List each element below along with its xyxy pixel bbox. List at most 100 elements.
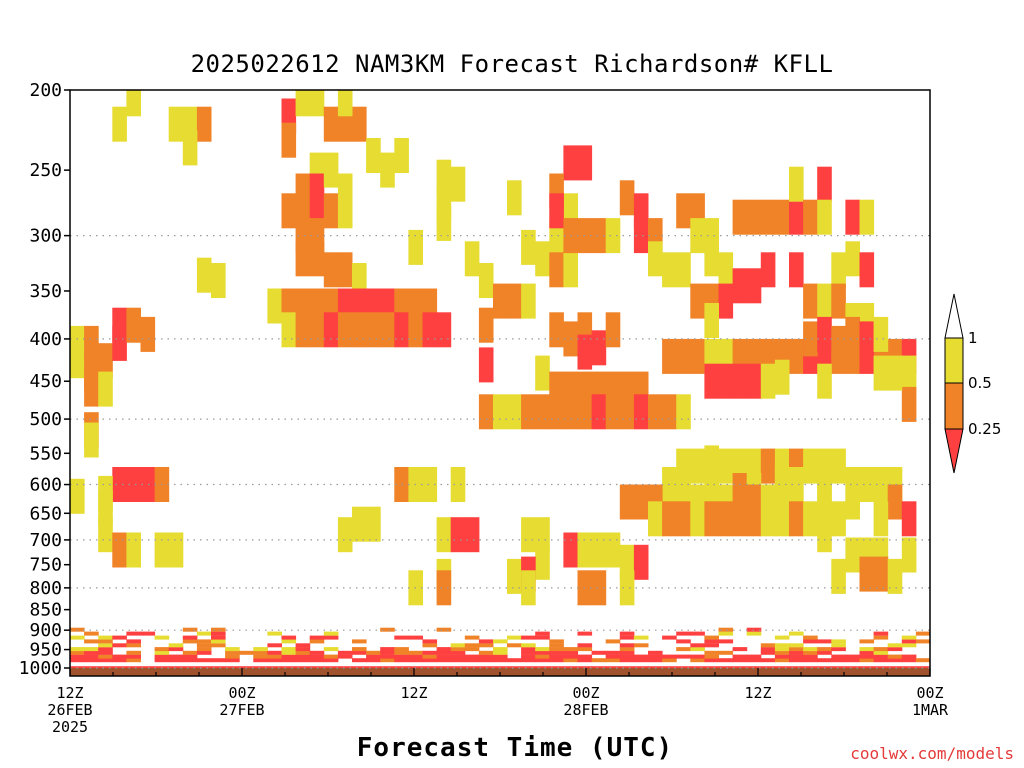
bl-cell xyxy=(521,658,536,663)
bl-cell xyxy=(746,654,762,659)
bl-cell xyxy=(84,647,99,652)
bl-cell xyxy=(70,647,85,652)
bl-cell xyxy=(676,647,691,652)
ri-cell-260 xyxy=(760,501,776,537)
bl-cell xyxy=(352,639,367,644)
bl-cell xyxy=(535,631,550,636)
bl-cell xyxy=(859,639,875,644)
bl-cell xyxy=(239,650,254,655)
ri-cell-177 xyxy=(690,283,705,319)
ri-cell-183 xyxy=(690,338,705,374)
bl-cell xyxy=(633,658,649,663)
bl-cell xyxy=(436,650,452,655)
ri-cell-78 xyxy=(394,312,409,348)
ri-cell-101 xyxy=(521,229,536,265)
bl-cell xyxy=(873,654,889,659)
ri-cell-29 xyxy=(196,106,212,142)
ri-cell-295 xyxy=(507,558,522,594)
bl-cell xyxy=(450,654,466,659)
bl-cell xyxy=(211,639,226,644)
ri-cell-161 xyxy=(817,166,832,202)
y-tick-label-800: 800 xyxy=(29,578,62,599)
bl-cell xyxy=(803,635,818,640)
bl-cell xyxy=(619,647,635,652)
bl-cell xyxy=(901,654,917,659)
bl-cell xyxy=(817,666,832,668)
ri-cell-86 xyxy=(436,159,452,195)
ri-cell-298 xyxy=(436,570,452,606)
bl-cell xyxy=(98,654,113,659)
bl-cell xyxy=(182,658,198,663)
bl-cell xyxy=(873,631,889,636)
colorbar-bottom-arrow xyxy=(944,428,964,474)
bl-cell xyxy=(507,635,522,640)
bl-cell xyxy=(380,627,395,632)
bl-cell xyxy=(549,643,564,648)
bl-cell xyxy=(549,650,564,655)
ri-cell-255 xyxy=(690,501,705,537)
bl-cell xyxy=(803,654,818,659)
bl-cell xyxy=(493,658,508,663)
ri-cell-240 xyxy=(619,484,635,520)
bl-cell xyxy=(478,639,494,644)
bl-cell xyxy=(690,654,705,659)
bl-cell xyxy=(789,647,804,652)
bl-cell xyxy=(323,658,339,663)
bl-cell xyxy=(718,627,734,632)
bl-cell xyxy=(789,643,804,648)
bl-cell xyxy=(563,658,578,663)
ri-cell-286 xyxy=(521,517,536,553)
bl-cell xyxy=(704,635,719,640)
bl-cell xyxy=(577,654,593,659)
heatmap-cells xyxy=(70,90,917,606)
bl-cell xyxy=(436,627,452,632)
ri-cell-130 xyxy=(648,394,663,430)
chart-title: 2025022612 NAM3KM Forecast Richardson# K… xyxy=(190,50,834,78)
bl-cell xyxy=(915,666,930,668)
bl-cell xyxy=(887,658,903,663)
bl-cell xyxy=(450,650,466,655)
y-tick-label-300: 300 xyxy=(29,226,62,247)
ri-cell-35 xyxy=(295,90,311,117)
bl-cell xyxy=(394,650,409,655)
bl-cell xyxy=(84,658,99,663)
colorbar-bin-0.25-0.5 xyxy=(944,382,964,430)
ri-cell-159 xyxy=(789,166,804,202)
bl-cell xyxy=(648,666,663,668)
ri-cell-261 xyxy=(774,501,790,537)
y-tick-label-600: 600 xyxy=(29,475,62,496)
ri-cell-257 xyxy=(718,501,734,537)
ri-cell-98 xyxy=(478,394,494,430)
ri-cell-107 xyxy=(549,312,564,348)
bl-cell xyxy=(873,658,889,663)
ri-cell-3 xyxy=(84,371,99,407)
ri-cell-141 xyxy=(619,180,635,216)
ri-cell-105 xyxy=(549,252,564,288)
ri-cell-168 xyxy=(732,268,748,304)
bl-cell xyxy=(154,650,170,655)
ri-cell-222 xyxy=(760,448,776,484)
bl-cell xyxy=(746,666,762,668)
ri-cell-206 xyxy=(901,386,917,422)
bl-cell xyxy=(803,650,818,655)
bl-cell xyxy=(196,647,212,652)
bl-cell xyxy=(789,666,804,668)
bl-cell xyxy=(267,650,282,655)
bl-cell xyxy=(662,654,677,659)
bl-cell xyxy=(605,658,621,663)
bl-cell xyxy=(760,643,776,648)
bl-cell xyxy=(450,666,466,668)
bl-cell xyxy=(196,643,212,648)
bl-cell xyxy=(493,650,508,655)
bl-cell xyxy=(549,666,564,668)
ri-cell-24 xyxy=(168,532,184,568)
bl-cell xyxy=(450,647,466,652)
ri-cell-1 xyxy=(70,343,85,379)
bl-cell xyxy=(309,635,325,640)
bl-cell xyxy=(70,658,85,663)
bl-cell xyxy=(549,654,564,659)
ri-cell-124 xyxy=(563,394,578,430)
bl-cell xyxy=(619,654,635,659)
bl-cell xyxy=(690,643,705,648)
ri-cell-91 xyxy=(478,263,494,298)
